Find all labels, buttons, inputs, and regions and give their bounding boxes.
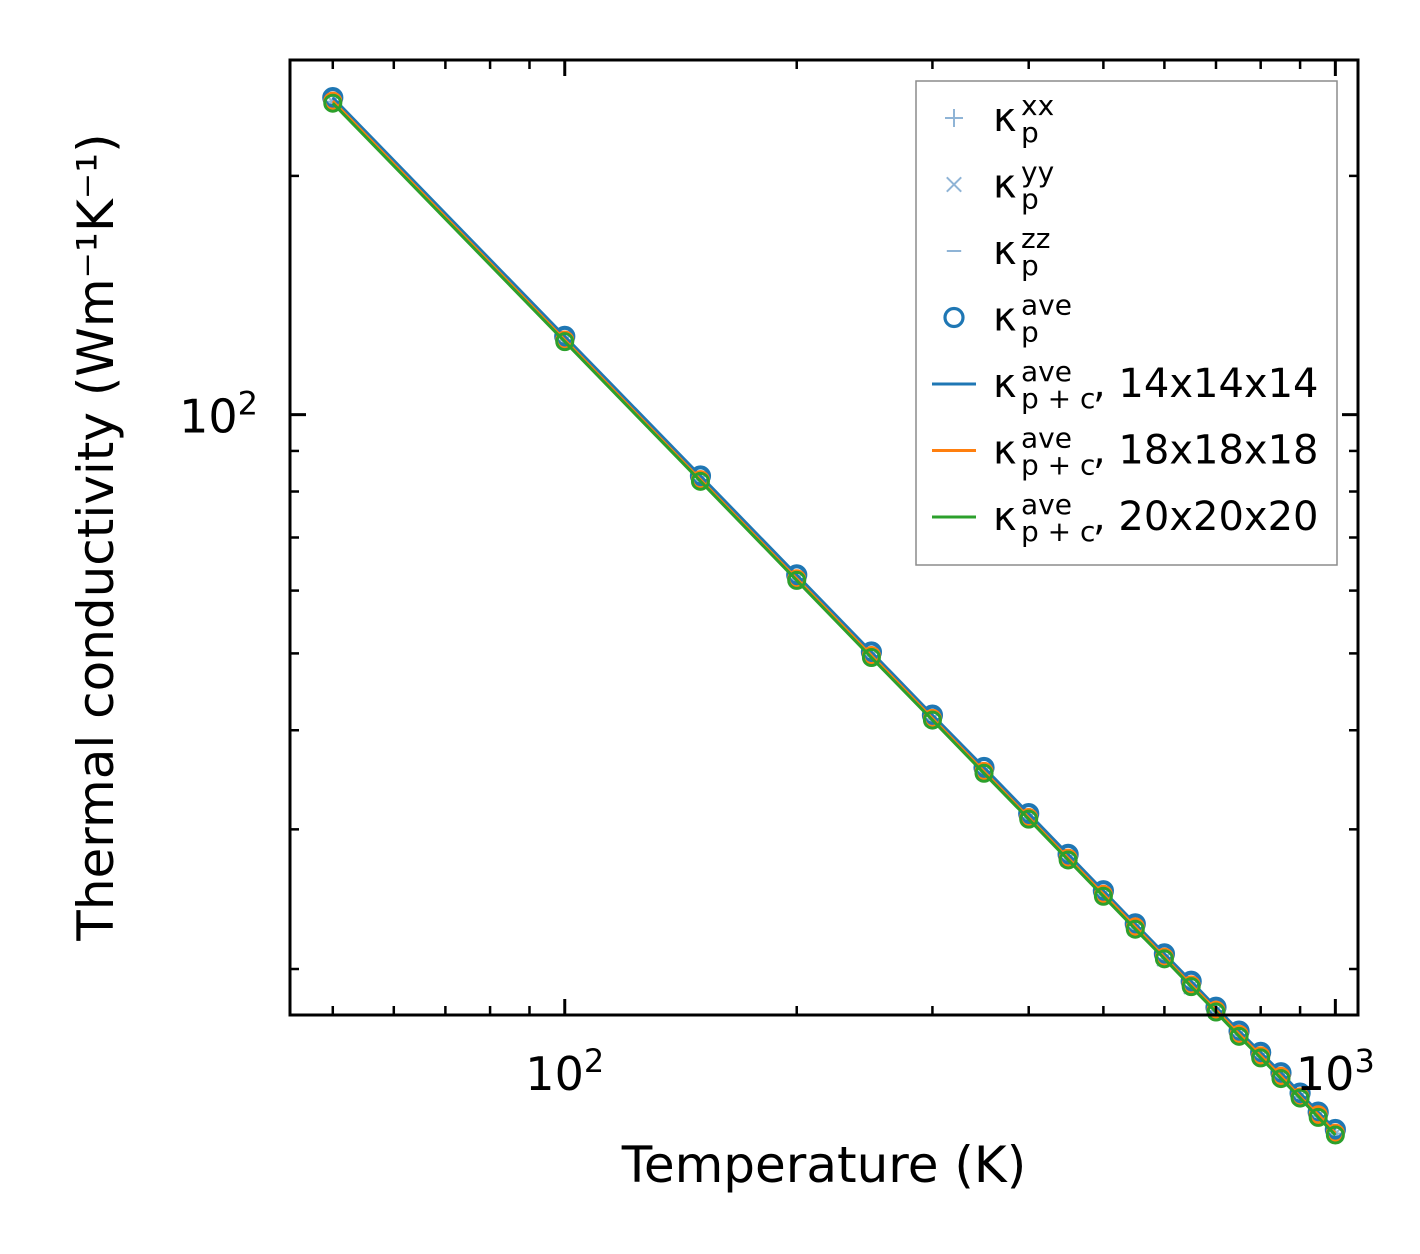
legend-entry: κ ave p + c, 20x20x20 xyxy=(932,488,1318,548)
kpc_ave_20-point xyxy=(1181,977,1201,997)
kpc_ave_20-point xyxy=(1206,1002,1226,1022)
kpc_ave_20-point xyxy=(1125,919,1145,939)
legend: κ xx p κ yy p κ zz p κ ave pκ ave p + c, 14x14x14 κ ave… xyxy=(915,80,1338,566)
legend-entry: κ zz p xyxy=(946,222,1050,282)
legend-entry: κ yy p xyxy=(946,156,1054,216)
kpc_ave_20-point xyxy=(861,648,881,668)
legend-marker-swatch xyxy=(945,109,963,127)
kpc_ave_20-point xyxy=(1308,1107,1328,1127)
legend-box xyxy=(915,80,1338,566)
x-tick-label: 103 xyxy=(1296,1042,1375,1101)
kpc_ave_20-point xyxy=(787,570,807,590)
kpc_ave_20-point xyxy=(1325,1125,1345,1145)
legend-marker-swatch xyxy=(946,176,962,193)
legend-label: κ ave p + c, 20x20x20 xyxy=(993,488,1318,548)
y-tick-label: 102 xyxy=(179,385,258,444)
kpc_ave_20-point xyxy=(922,710,942,730)
legend-label: κ xx p xyxy=(993,89,1054,149)
y-axis-label: Thermal conductivity (Wm⁻¹K⁻¹) xyxy=(67,133,125,941)
kpc_ave_20-point xyxy=(1271,1069,1291,1089)
legend-entry: κ ave p xyxy=(943,289,1072,349)
kpc_ave_20-point xyxy=(974,763,994,783)
kpc_ave_20-point xyxy=(1229,1026,1249,1046)
x-axis-label: Temperature (K) xyxy=(621,1136,1026,1194)
legend-label: κ zz p xyxy=(993,222,1050,282)
kpc_ave_20-point xyxy=(1093,886,1113,906)
legend-entry: κ ave p + c, 14x14x14 xyxy=(932,355,1318,415)
plot-marks xyxy=(322,87,1346,1145)
kpc_ave_20-point xyxy=(555,332,575,352)
axis-ticks xyxy=(290,60,1358,1015)
legend-marker-swatch-b xyxy=(946,176,962,193)
x-tick-label: 102 xyxy=(525,1042,604,1101)
legend-marker-swatch xyxy=(943,306,965,329)
kpc_ave_20-line xyxy=(331,102,1337,1137)
kpc_ave_20-point xyxy=(1058,850,1078,870)
legend-label: κ ave p + c, 18x18x18 xyxy=(993,422,1318,482)
kpc_ave_20-point xyxy=(1251,1048,1271,1068)
legend-label: κ yy p xyxy=(993,156,1054,216)
legend-label: κ ave p xyxy=(993,289,1072,349)
legend-entry: κ ave p + c, 18x18x18 xyxy=(932,422,1318,482)
series-kpc_ave_20 xyxy=(323,93,1345,1145)
tick-labels: 102 103 102 xyxy=(179,385,1375,1101)
kpc_ave_20-point xyxy=(323,93,343,113)
kpc_ave_20-point xyxy=(1019,809,1039,829)
legend-entry: κ xx p xyxy=(945,89,1054,149)
kpc_ave_20-point xyxy=(690,471,710,491)
kpc_ave_20-point xyxy=(1290,1088,1310,1108)
legend-label: κ ave p + c, 14x14x14 xyxy=(993,355,1318,415)
kpc_ave_20-point xyxy=(1154,949,1174,969)
